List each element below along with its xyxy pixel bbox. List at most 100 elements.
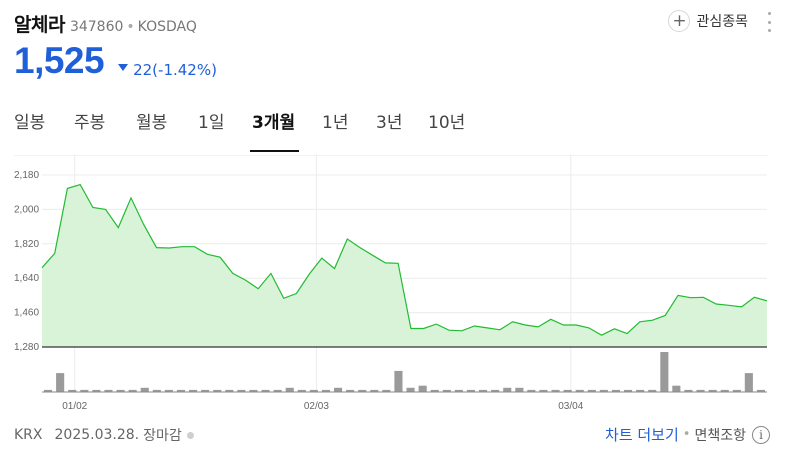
volume-bar <box>370 389 379 392</box>
volume-bar <box>587 389 596 392</box>
tab-3month[interactable]: 3개월 <box>250 108 299 152</box>
price-area-fill <box>42 184 767 347</box>
chart-footer: KRX 2025.03.28. 장마감 <box>14 425 194 445</box>
price-change: 22(-1.42%) <box>118 61 217 79</box>
tab-10year[interactable]: 10년 <box>428 113 466 133</box>
y-tick-label: 1,460 <box>14 308 39 319</box>
volume-bar <box>672 385 681 392</box>
volume-bar <box>309 389 318 392</box>
down-arrow-icon <box>118 64 129 71</box>
volume-bar <box>382 389 391 392</box>
volume-bar <box>346 389 355 392</box>
volume-bar <box>92 389 101 392</box>
volume-bar <box>140 387 149 392</box>
price-chart-svg: 2,180 2,000 1,820 1,640 1,460 1,280 01/02 02/03… <box>14 154 768 412</box>
volume-bar <box>394 370 403 392</box>
volume-bar <box>358 389 367 392</box>
y-tick-label: 2,000 <box>14 204 39 215</box>
volume-bar <box>503 387 512 392</box>
volume-bar <box>80 389 89 392</box>
volume-bar <box>225 389 234 392</box>
volume-bar <box>491 389 500 392</box>
market-name: KOSDAQ <box>137 19 197 35</box>
volume-bar <box>321 389 330 392</box>
volume-bar <box>756 389 765 392</box>
more-chart-link[interactable]: 차트 더보기 <box>605 426 679 444</box>
volume-bar <box>648 389 657 392</box>
quote-date: 2025.03.28. <box>54 427 140 443</box>
volume-bar <box>297 389 306 392</box>
volume-bar <box>128 389 137 392</box>
more-options-icon[interactable] <box>766 12 772 32</box>
volume-bar <box>527 389 536 392</box>
volume-bar <box>684 389 693 392</box>
session-status-dot <box>186 431 194 439</box>
volume-bar <box>56 373 65 392</box>
watchlist-label: 관심종목 <box>696 14 748 30</box>
y-tick-label: 2,180 <box>14 170 39 181</box>
separator-dot: • <box>682 427 691 442</box>
volume-bar <box>152 389 161 392</box>
volume-bar <box>261 389 270 392</box>
volume-bar <box>660 352 669 392</box>
volume-bar <box>539 389 548 392</box>
tab-weekly[interactable]: 주봉 <box>74 113 106 133</box>
disclaimer-link[interactable]: 면책조항 <box>694 427 746 444</box>
x-tick-label: 01/02 <box>62 401 87 412</box>
footer-links: 차트 더보기 • 면책조항 i <box>605 424 770 445</box>
volume-bar <box>551 389 560 392</box>
volume-bar <box>237 389 246 392</box>
volume-bar <box>575 389 584 392</box>
tab-1day[interactable]: 1일 <box>198 113 225 133</box>
y-tick-label: 1,640 <box>14 273 39 284</box>
volume-bar <box>708 389 717 392</box>
watchlist-button[interactable]: + 관심종목 <box>668 10 748 32</box>
y-tick-label: 1,820 <box>14 239 39 250</box>
stock-header: 알체라 347860 • KOSDAQ <box>14 10 197 36</box>
volume-bar <box>68 389 77 392</box>
volume-bar <box>720 389 729 392</box>
separator-dot: • <box>126 19 135 35</box>
info-icon[interactable]: i <box>752 425 770 444</box>
volume-bar <box>201 389 210 392</box>
volume-bar <box>406 387 415 392</box>
volume-bar <box>563 389 572 392</box>
price-chart[interactable]: 2,180 2,000 1,820 1,640 1,460 1,280 01/02 02/03… <box>0 154 786 415</box>
stock-code: 347860 <box>69 19 124 35</box>
volume-bar <box>611 389 620 392</box>
volume-bar <box>418 385 427 392</box>
volume-bar <box>624 389 633 392</box>
price-change-value: 22(-1.42%) <box>133 60 217 79</box>
volume-bar <box>189 389 198 392</box>
tab-monthly[interactable]: 월봉 <box>136 113 168 133</box>
x-tick-label: 03/04 <box>558 401 583 412</box>
tab-daily[interactable]: 일봉 <box>14 113 46 133</box>
current-price: 1,525 <box>14 40 105 81</box>
volume-bar <box>479 389 488 392</box>
volume-bar <box>442 389 451 392</box>
volume-bar <box>430 389 439 392</box>
price-series-line <box>41 183 768 336</box>
volume-bar <box>466 389 475 392</box>
volume-bar <box>732 389 741 392</box>
volume-bar <box>164 389 173 392</box>
y-tick-label: 1,280 <box>14 342 39 353</box>
exchange-label: KRX <box>14 427 43 443</box>
market-session: 장마감 <box>143 428 182 444</box>
volume-bar <box>636 389 645 392</box>
stock-name[interactable]: 알체라 <box>14 14 65 36</box>
tab-1year[interactable]: 1년 <box>322 113 349 133</box>
volume-bar <box>176 389 185 392</box>
volume-bar <box>454 389 463 392</box>
volume-bar <box>515 387 524 392</box>
volume-bar <box>213 389 222 392</box>
volume-bar <box>116 389 125 392</box>
volume-bar <box>696 389 705 392</box>
volume-bar <box>599 389 608 392</box>
x-tick-label: 02/03 <box>304 401 329 412</box>
volume-bar <box>273 389 282 392</box>
volume-bar <box>44 389 53 392</box>
tab-3year[interactable]: 3년 <box>376 113 403 133</box>
volume-bar <box>744 373 753 392</box>
volume-bar <box>249 389 258 392</box>
